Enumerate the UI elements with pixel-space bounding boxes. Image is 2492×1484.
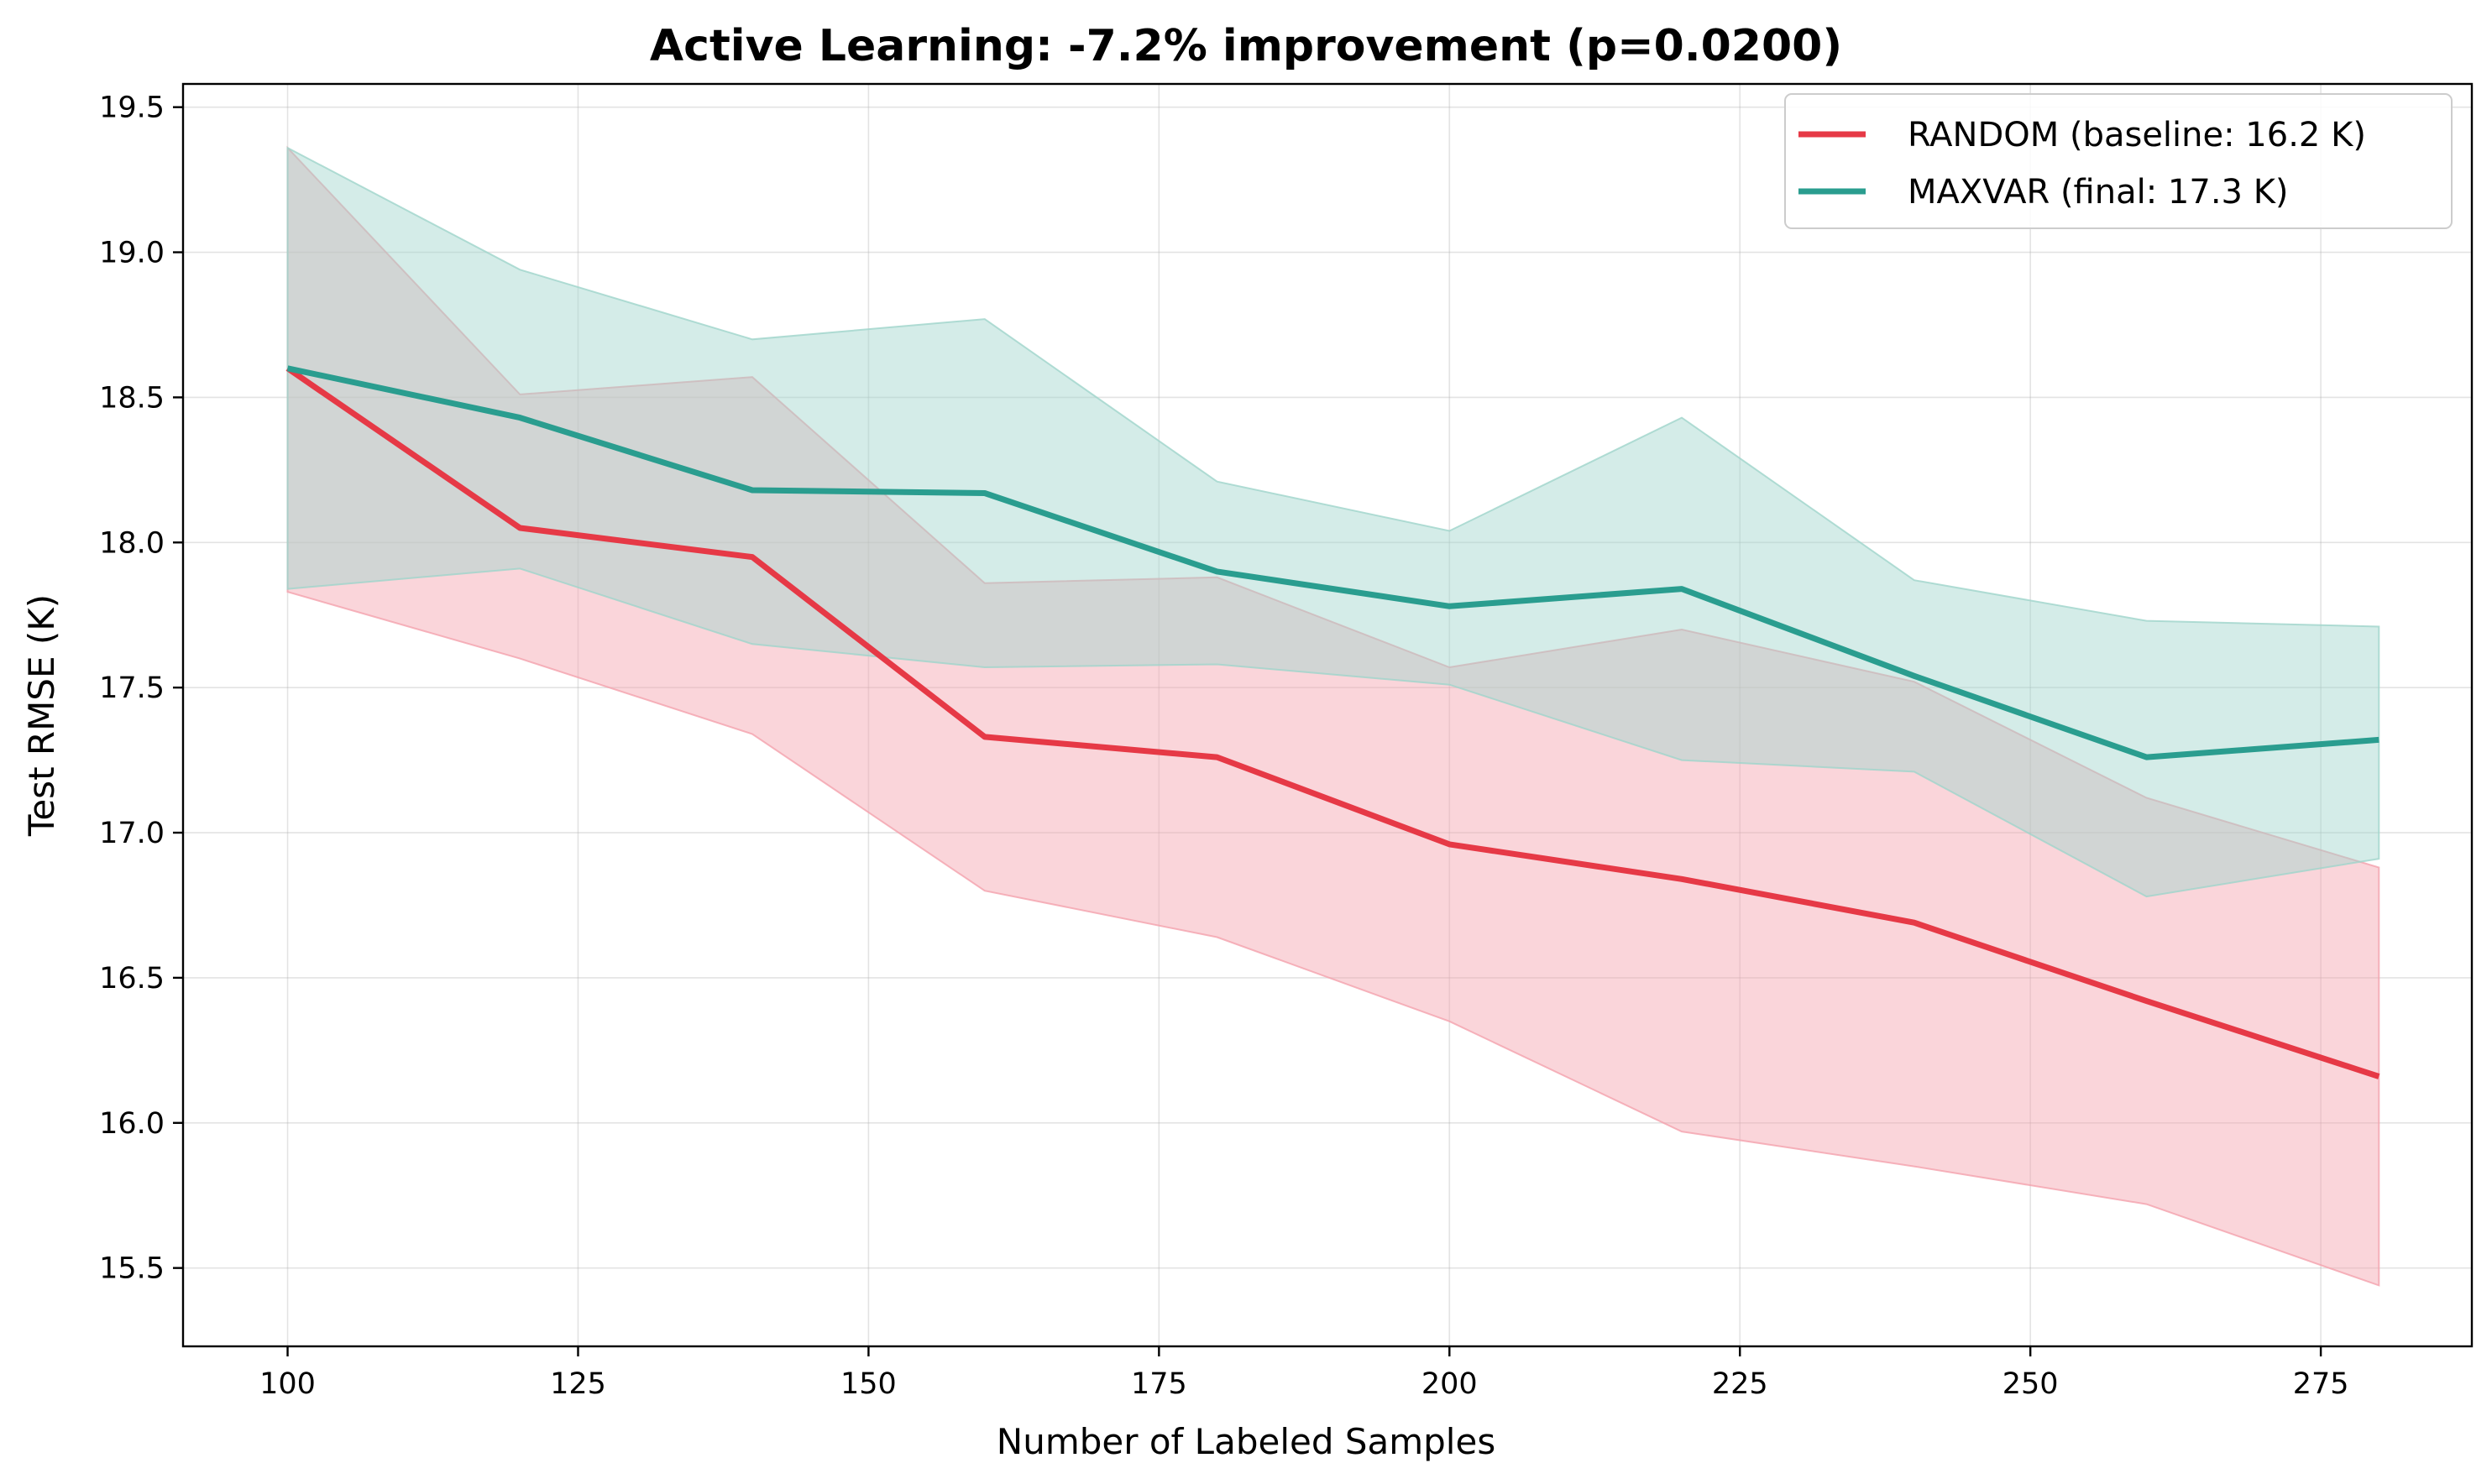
y-tick-label: 19.0 bbox=[99, 237, 165, 270]
y-axis-ticks: 15.5 16.0 16.5 17.0 17.5 18.0 18.5 19.0 19.5 bbox=[99, 91, 183, 1286]
legend-label-random: RANDOM (baseline: 16.2 K) bbox=[1908, 116, 2366, 154]
y-tick-label: 16.5 bbox=[99, 962, 165, 995]
series-line-random bbox=[285, 365, 2380, 1079]
x-tick-label: 250 bbox=[2002, 1367, 2059, 1401]
x-tick-label: 150 bbox=[840, 1367, 897, 1401]
series-lines bbox=[285, 365, 2380, 1079]
chart-title: Active Learning: -7.2% improvement (p=0.… bbox=[650, 21, 1842, 71]
x-axis-ticks: 100 125 150 175 200 225 250 275 bbox=[259, 1346, 2349, 1401]
y-axis-label: Test RMSE (K) bbox=[21, 594, 62, 837]
confidence-bands bbox=[286, 145, 2380, 1287]
legend-label-maxvar: MAXVAR (final: 17.3 K) bbox=[1908, 173, 2289, 212]
x-tick-label: 125 bbox=[550, 1367, 606, 1401]
y-tick-label: 17.5 bbox=[99, 671, 165, 705]
legend-box bbox=[1784, 93, 2453, 229]
x-tick-label: 100 bbox=[259, 1367, 316, 1401]
x-tick-label: 275 bbox=[2293, 1367, 2349, 1401]
y-tick-label: 16.0 bbox=[99, 1107, 165, 1141]
x-tick-label: 225 bbox=[1712, 1367, 1768, 1401]
y-tick-label: 15.5 bbox=[99, 1252, 165, 1286]
x-tick-label: 175 bbox=[1131, 1367, 1187, 1401]
legend: RANDOM (baseline: 16.2 K) MAXVAR (final:… bbox=[1784, 93, 2453, 229]
y-tick-label: 18.5 bbox=[99, 381, 165, 415]
y-tick-label: 19.5 bbox=[99, 91, 165, 125]
series-line-maxvar bbox=[286, 365, 2379, 760]
plot-frame bbox=[181, 82, 2474, 1348]
confidence-band-maxvar bbox=[286, 146, 2380, 898]
x-tick-label: 200 bbox=[1421, 1367, 1478, 1401]
y-tick-label: 18.0 bbox=[99, 526, 165, 560]
x-axis-label: Number of Labeled Samples bbox=[997, 1421, 1495, 1462]
confidence-band-random bbox=[286, 145, 2380, 1287]
y-tick-label: 17.0 bbox=[99, 817, 165, 850]
